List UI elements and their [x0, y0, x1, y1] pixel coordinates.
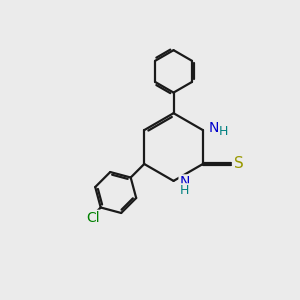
Text: H: H	[180, 184, 189, 197]
Text: H: H	[219, 125, 228, 138]
Text: Cl: Cl	[86, 211, 100, 225]
Text: N: N	[180, 176, 190, 189]
Text: N: N	[209, 121, 219, 135]
Text: S: S	[234, 157, 244, 172]
